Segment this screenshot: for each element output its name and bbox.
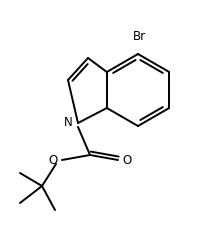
Text: Br: Br <box>133 30 146 43</box>
Text: N: N <box>64 117 73 129</box>
Text: O: O <box>122 155 132 167</box>
Text: O: O <box>48 155 58 167</box>
